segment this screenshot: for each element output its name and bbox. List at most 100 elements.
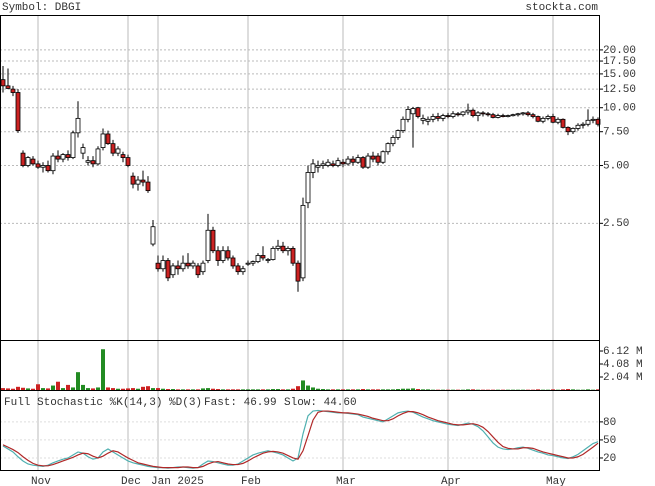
x-tick-label: May (546, 476, 566, 486)
candle-body (95, 148, 101, 165)
volume-bar (221, 389, 225, 390)
candle-body (85, 160, 91, 163)
volume-bar (416, 389, 420, 390)
candle-body (350, 158, 356, 163)
candle-body (190, 262, 196, 267)
y-tick-label: 7.50 (603, 127, 629, 139)
candle-body (75, 117, 81, 134)
volume-bar (86, 388, 90, 390)
candle-body (5, 85, 11, 89)
candle-body (115, 148, 121, 154)
volume-bar (141, 386, 145, 390)
volume-bar (161, 388, 165, 390)
candle-body (135, 179, 141, 185)
candle-body (590, 118, 596, 121)
volume-bar (26, 388, 30, 390)
volume-bar (126, 388, 130, 390)
volume-bar (46, 388, 50, 390)
volume-bar (331, 389, 335, 390)
volume-bar (81, 384, 85, 390)
volume-bar (216, 389, 220, 390)
volume-bar (291, 388, 295, 390)
y-tick-label: 20 (603, 453, 616, 465)
candle-body (260, 255, 266, 259)
volume-bar (406, 388, 410, 390)
volume-bar (136, 388, 140, 390)
candle-body (220, 250, 226, 261)
y-tick-label: 4.08 M (603, 359, 643, 371)
candle-body (10, 88, 16, 93)
candle-body (50, 155, 56, 172)
candle-body (450, 113, 456, 117)
candle-body (0, 79, 6, 87)
candle-body (580, 123, 586, 126)
volume-bar (311, 387, 315, 390)
x-tick-label: Dec (121, 476, 141, 486)
candle-body (265, 259, 271, 261)
panel-frame (0, 390, 600, 471)
candle-body (15, 92, 21, 132)
volume-bar (36, 384, 40, 390)
indicator-title: Full Stochastic %K(14,3) %D(3) (4, 397, 202, 409)
candle-body (545, 116, 551, 119)
candle-body (510, 114, 516, 117)
candle-body (140, 179, 146, 183)
candle-body (185, 262, 191, 267)
candle-body (540, 117, 546, 122)
legend-entry: Fast: 46.99 (204, 397, 277, 409)
volume-bar (186, 389, 190, 390)
volume-bar (121, 388, 125, 390)
volume-bar (196, 389, 200, 390)
volume-bar (351, 389, 355, 390)
volume-bar (241, 389, 245, 390)
candle-body (235, 265, 241, 273)
x-tick-label: Nov (31, 476, 51, 486)
candle-body (245, 262, 251, 265)
volume-bar (61, 388, 65, 390)
candle-body (575, 124, 581, 129)
volume-bar (281, 389, 285, 390)
candle-body (555, 118, 561, 123)
candle-body (275, 245, 281, 249)
candle-body (520, 112, 526, 115)
candle-body (445, 115, 451, 117)
volume-bar (166, 389, 170, 390)
candle-body (80, 147, 86, 154)
candle-body (25, 157, 31, 166)
volume-bar (566, 389, 570, 390)
candle-body (105, 133, 111, 145)
candle-body (155, 262, 161, 270)
candle-body (200, 262, 206, 273)
candle-body (425, 118, 431, 122)
volume-bar (276, 389, 280, 390)
volume-bar (571, 389, 575, 390)
volume-bar (211, 388, 215, 390)
candle-body (225, 250, 231, 259)
candle-body (420, 117, 426, 121)
volume-bar (356, 389, 360, 390)
candle-body (180, 262, 186, 270)
volume-bar (256, 389, 260, 390)
candle-body (210, 229, 216, 252)
y-tick-label: 12.50 (603, 84, 636, 96)
candle-body (500, 115, 506, 117)
volume-bar (301, 380, 305, 390)
candle-body (535, 116, 541, 122)
candle-body (255, 255, 261, 262)
candle-body (325, 161, 331, 166)
volume-bar (156, 388, 160, 390)
volume-bar (206, 388, 210, 390)
volume-bar (31, 388, 35, 390)
candle-body (60, 154, 66, 160)
candle-body (310, 163, 316, 173)
volume-bar (116, 388, 120, 390)
candle-body (405, 109, 411, 120)
volume-bar (366, 389, 370, 390)
candle-body (355, 157, 361, 163)
candle-body (195, 265, 201, 276)
y-tick-label: 15.00 (603, 69, 636, 81)
volume-bar (361, 389, 365, 390)
volume-bar (176, 389, 180, 390)
candle-body (70, 132, 76, 158)
